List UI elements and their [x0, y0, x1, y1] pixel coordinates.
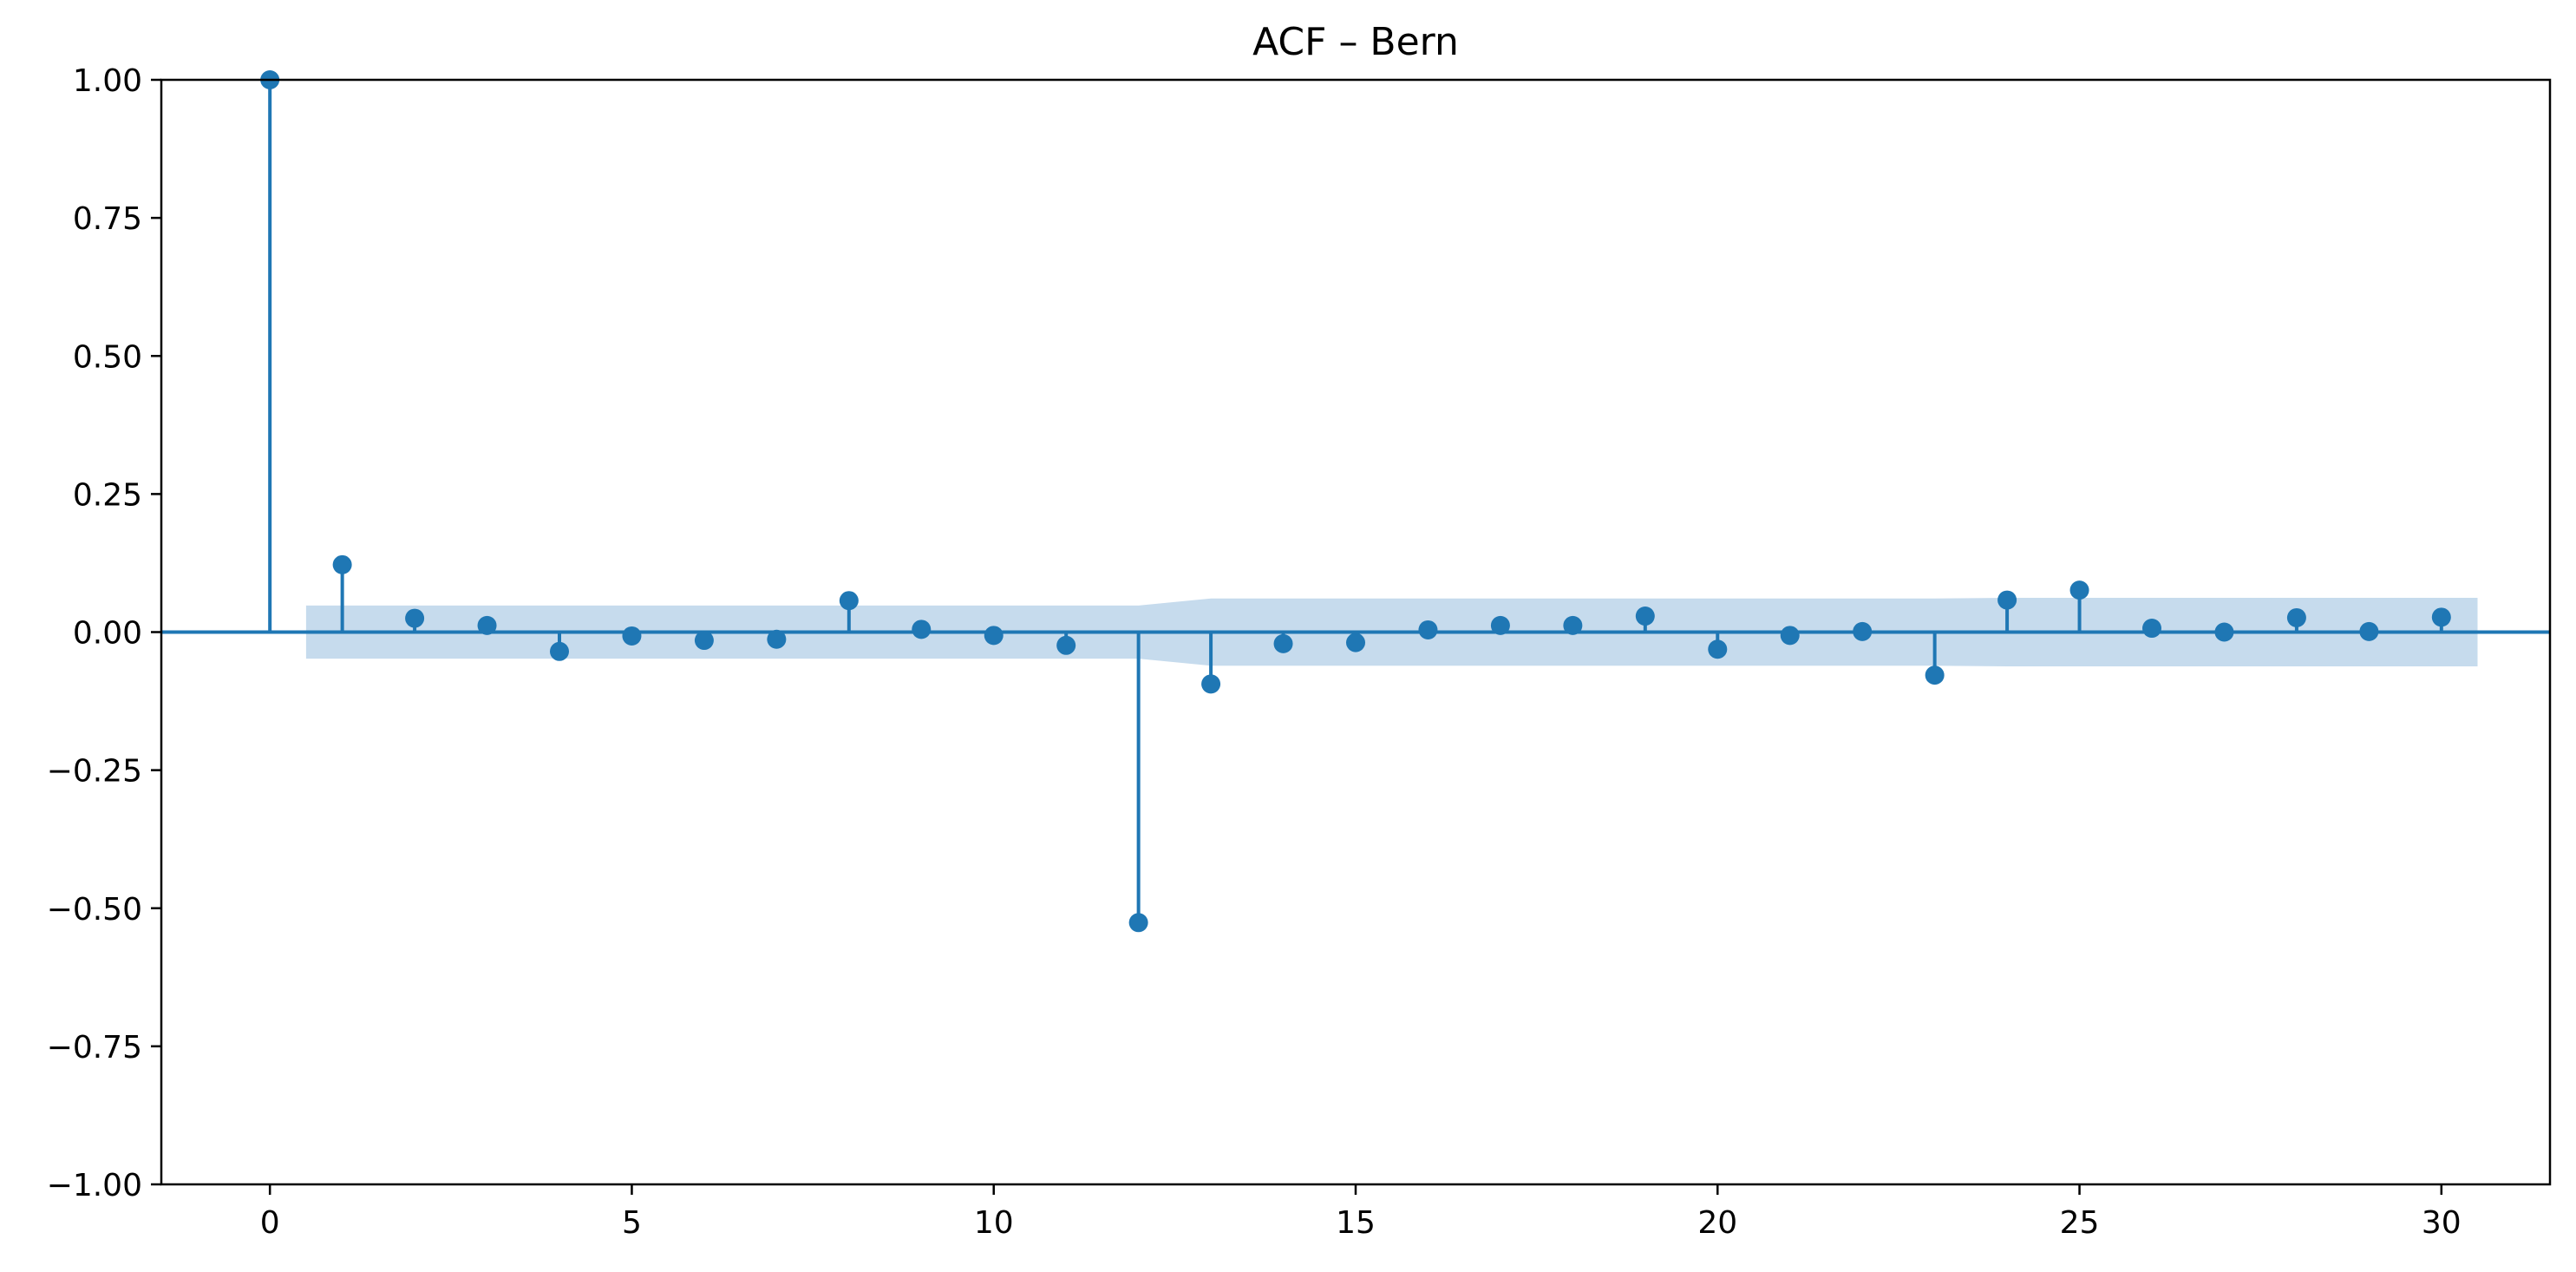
stem-marker-lag-22: [1853, 621, 1873, 641]
stem-marker-lag-13: [1201, 674, 1221, 694]
y-tick-label: −0.75: [47, 1030, 142, 1065]
y-tick-label: 0.25: [73, 477, 142, 513]
y-tick-label: 0.00: [73, 616, 142, 652]
y-tick-label: −1.00: [47, 1168, 142, 1203]
stem-marker-lag-3: [477, 615, 497, 635]
stem-marker-lag-30: [2431, 607, 2451, 627]
stem-marker-lag-7: [767, 629, 787, 649]
stem-marker-lag-1: [332, 554, 352, 574]
stem-marker-lag-26: [2142, 619, 2161, 639]
stem-marker-lag-12: [1128, 913, 1148, 933]
stem-marker-lag-10: [984, 626, 1004, 646]
stem-marker-lag-4: [550, 641, 569, 661]
stem-marker-lag-29: [2359, 621, 2379, 641]
x-tick-label: 5: [622, 1205, 642, 1241]
x-tick-label: 10: [974, 1205, 1014, 1241]
stem-marker-lag-24: [1997, 590, 2017, 610]
stem-marker-lag-15: [1346, 633, 1365, 652]
stem-marker-lag-16: [1418, 620, 1438, 639]
stem-marker-lag-18: [1563, 615, 1583, 635]
stem-marker-lag-8: [839, 591, 859, 611]
x-tick-label: 15: [1336, 1205, 1376, 1241]
y-tick-label: −0.50: [47, 892, 142, 928]
stem-marker-lag-2: [405, 608, 425, 628]
x-tick-label: 30: [2422, 1205, 2462, 1241]
stem-marker-lag-17: [1490, 615, 1510, 635]
y-tick-label: 0.75: [73, 201, 142, 237]
ticks-layer: −1.00 −0.75 −0.50 −0.25 0.00 0.25 0.50 0.75 1.00…: [47, 63, 2462, 1241]
x-tick-label: 25: [2060, 1205, 2100, 1241]
x-tick-label: 20: [1697, 1205, 1737, 1241]
stems-layer: [260, 70, 2451, 933]
stem-marker-lag-27: [2214, 622, 2234, 642]
stem-marker-lag-25: [2069, 580, 2089, 600]
stem-marker-lag-19: [1635, 606, 1655, 626]
stem-marker-lag-11: [1056, 635, 1076, 655]
stem-marker-lag-14: [1273, 633, 1293, 653]
y-tick-label: 1.00: [73, 63, 142, 99]
stem-marker-lag-21: [1780, 626, 1800, 646]
x-tick-label: 0: [260, 1205, 280, 1241]
stem-marker-lag-23: [1925, 666, 1945, 685]
y-tick-label: −0.25: [47, 754, 142, 790]
stem-marker-lag-9: [912, 620, 932, 639]
stem-marker-lag-20: [1708, 639, 1728, 659]
chart-title: ACF – Bern: [1252, 20, 1459, 64]
stem-marker-lag-6: [694, 631, 714, 651]
stem-marker-lag-5: [622, 626, 642, 646]
y-tick-label: 0.50: [73, 339, 142, 375]
stem-marker-lag-28: [2286, 607, 2306, 627]
